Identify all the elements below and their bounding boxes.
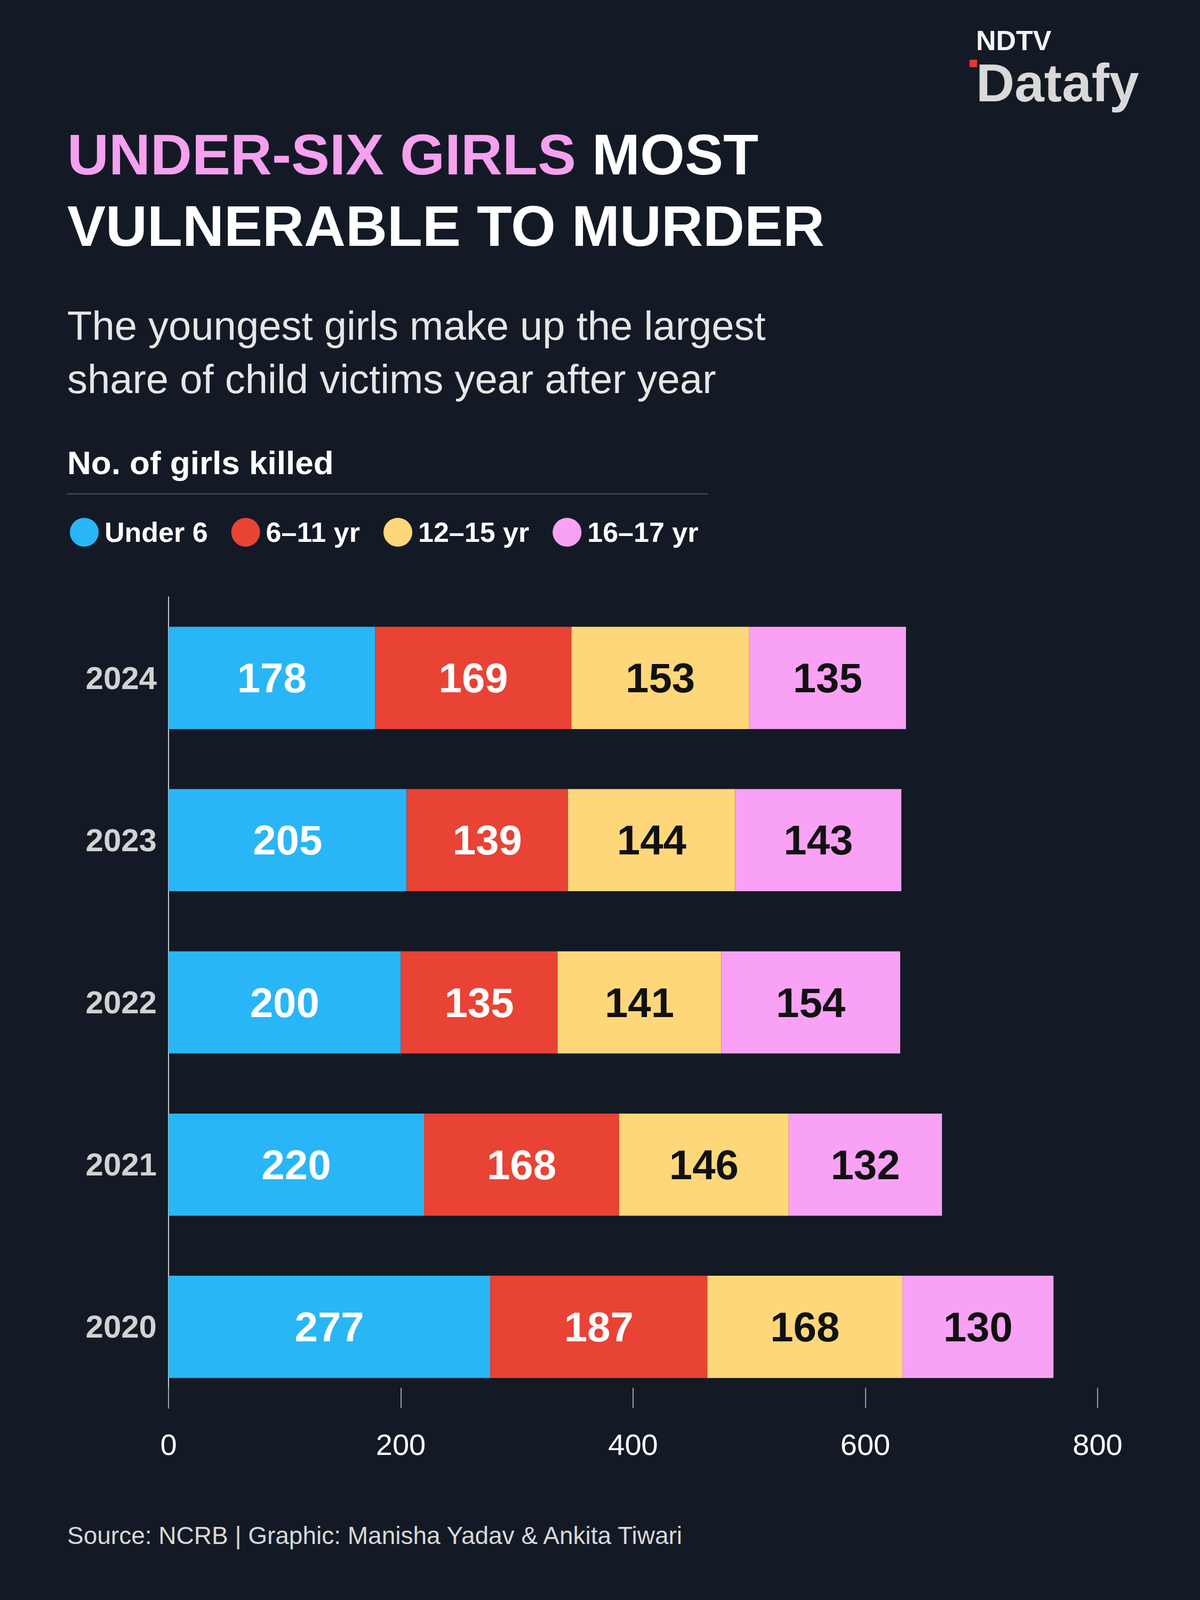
svg-text:Under 6: Under 6 — [104, 516, 208, 548]
svg-text:130: 130 — [943, 1303, 1013, 1351]
svg-text:153: 153 — [625, 654, 695, 702]
svg-text:VULNERABLE: VULNERABLE — [67, 193, 477, 259]
svg-text:187: 187 — [564, 1303, 634, 1351]
svg-text:Datafy: Datafy — [976, 52, 1140, 113]
svg-text:169: 169 — [438, 654, 509, 702]
svg-text:2024: 2024 — [85, 660, 158, 696]
svg-text:2022: 2022 — [85, 984, 157, 1021]
svg-text:800: 800 — [1072, 1427, 1123, 1462]
svg-text:144: 144 — [617, 816, 687, 864]
svg-text:168: 168 — [770, 1303, 840, 1351]
svg-text:2023: 2023 — [85, 822, 157, 859]
svg-text:6–11 yr: 6–11 yr — [266, 516, 360, 548]
svg-text:220: 220 — [261, 1141, 331, 1189]
svg-text:16–17 yr: 16–17 yr — [587, 516, 699, 548]
svg-text:2021: 2021 — [85, 1146, 157, 1183]
svg-text:No. of girls killed: No. of girls killed — [67, 444, 334, 482]
svg-text:168: 168 — [486, 1141, 557, 1189]
svg-text:277: 277 — [294, 1303, 365, 1351]
svg-text:The youngest girls make up the: The youngest girls make up the largest — [67, 302, 766, 349]
svg-text:200: 200 — [376, 1427, 426, 1462]
svg-text:139: 139 — [452, 816, 523, 864]
svg-text:141: 141 — [604, 979, 675, 1027]
svg-text:132: 132 — [830, 1141, 900, 1189]
svg-text:143: 143 — [783, 816, 853, 864]
svg-text:400: 400 — [608, 1427, 658, 1462]
svg-text:2020: 2020 — [85, 1308, 157, 1345]
svg-text:135: 135 — [444, 979, 514, 1027]
svg-text:205: 205 — [252, 816, 323, 864]
svg-text:share of child victims year af: share of child victims year after year — [67, 356, 716, 402]
svg-text:Source: NCRB | Graphic: Manish: Source: NCRB | Graphic: Manisha Yadav & … — [67, 1521, 683, 1550]
svg-text:MURDER: MURDER — [571, 193, 825, 259]
svg-text:UNDER-SIX: UNDER-SIX — [67, 122, 400, 187]
svg-text:146: 146 — [669, 1141, 739, 1189]
svg-text:600: 600 — [840, 1427, 891, 1462]
svg-text:154: 154 — [776, 979, 846, 1027]
svg-text:135: 135 — [793, 654, 863, 702]
svg-text:MOST: MOST — [592, 122, 759, 187]
svg-text:NDTV: NDTV — [976, 25, 1052, 56]
svg-text:TO: TO — [476, 193, 572, 259]
svg-text:178: 178 — [237, 654, 307, 702]
svg-text:0: 0 — [160, 1427, 177, 1462]
svg-text:GIRLS: GIRLS — [400, 122, 592, 187]
svg-text:12–15 yr: 12–15 yr — [418, 516, 530, 548]
svg-text:200: 200 — [250, 979, 320, 1027]
